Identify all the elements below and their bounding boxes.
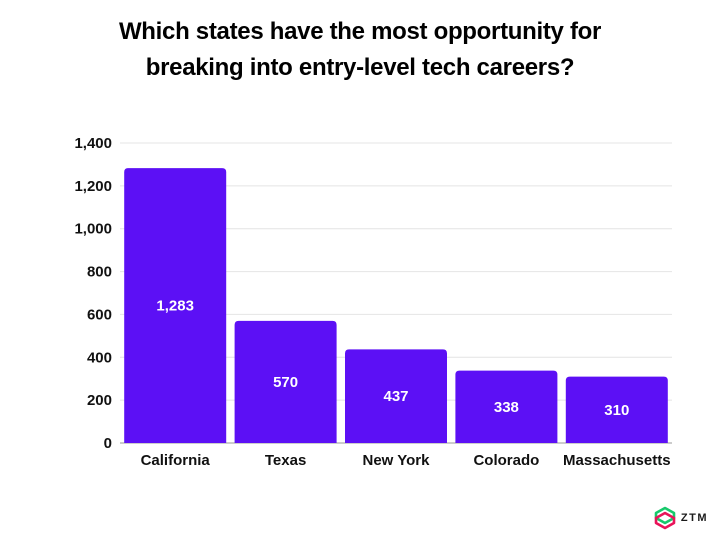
x-category-label: New York [363, 452, 431, 469]
bar-colorado [455, 370, 558, 443]
ztm-logo-text: ZTM [680, 512, 708, 524]
y-tick-label: 400 [87, 349, 112, 366]
y-tick-label: 200 [87, 392, 112, 409]
bar-massachusetts [565, 376, 668, 443]
data-label: 437 [383, 388, 408, 405]
x-category-label: Massachusetts [563, 452, 671, 469]
y-tick-label: 0 [104, 435, 112, 452]
data-label: 1,283 [156, 298, 194, 315]
x-category-label: Texas [265, 452, 306, 469]
chart-title: Which states have the most opportunity f… [60, 14, 660, 86]
x-category-label: Colorado [473, 452, 539, 469]
y-tick-label: 1,000 [74, 221, 112, 238]
y-axis-tick-labels: 0 200 400 600 800 1,000 1,200 1,400 [74, 135, 112, 452]
y-tick-label: 1,400 [74, 135, 112, 152]
ztm-logo-icon [654, 506, 676, 530]
y-tick-label: 800 [87, 264, 112, 281]
chart-title-line-2: breaking into entry-level tech careers? [145, 54, 575, 81]
bar-california [124, 168, 227, 444]
x-axis-category-labels: California Texas New York Colorado Massachus… [141, 452, 671, 469]
chart-title-line-1: Which states have the most opportunity f… [118, 18, 602, 45]
bars [124, 168, 668, 444]
bar-new-york [345, 349, 447, 443]
x-category-label: California [141, 452, 211, 469]
data-label: 338 [494, 399, 519, 416]
y-tick-label: 1,200 [74, 178, 112, 195]
data-label: 310 [604, 402, 629, 419]
y-tick-label: 600 [87, 306, 112, 323]
data-labels: 1,283 570 437 338 310 [156, 298, 629, 419]
data-label: 570 [273, 374, 298, 391]
bar-texas [234, 320, 337, 443]
ztm-logo: ZTM [653, 506, 708, 530]
